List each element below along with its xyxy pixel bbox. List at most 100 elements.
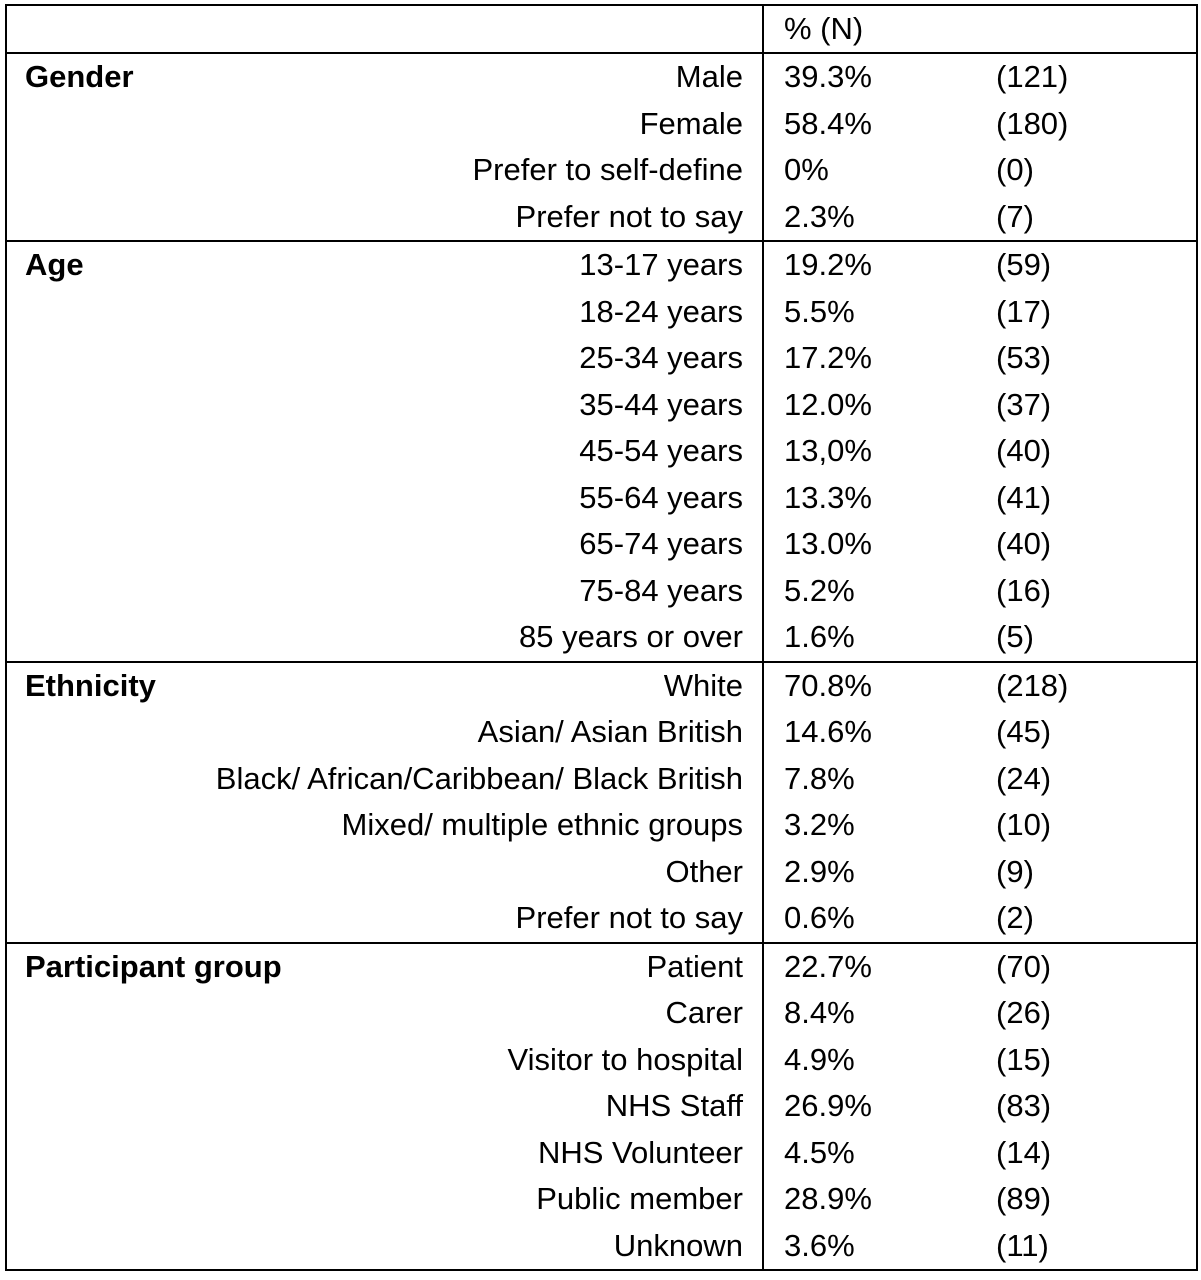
row-label: 75-84 years xyxy=(579,572,743,608)
percent-cell: 5.5% xyxy=(784,293,855,329)
category-cell: Unknown xyxy=(5,1222,764,1271)
percent-cell: 26.9% xyxy=(784,1088,872,1124)
percent-cell: 0.6% xyxy=(784,900,855,936)
category-cell: 75-84 years xyxy=(5,567,764,614)
table-row: Public member 28.9% (89) xyxy=(5,1176,1198,1223)
category-cell: Carer xyxy=(5,990,764,1037)
table-body: % (N) Gender Male 39.3% (121) Female 58.4% (18… xyxy=(5,4,1198,1271)
category-cell: Age 13-17 years xyxy=(5,240,764,289)
row-label: Prefer not to say xyxy=(515,198,743,234)
row-label: Patient xyxy=(646,948,743,984)
percent-cell: 0% xyxy=(784,152,829,188)
percent-cell: 2.9% xyxy=(784,853,855,889)
percent-cell: 39.3% xyxy=(763,52,977,101)
row-label: Prefer not to say xyxy=(515,900,743,936)
category-cell: Prefer to self-define xyxy=(5,147,764,194)
table-row: Visitor to hospital 4.9% (15) xyxy=(5,1036,1198,1083)
category-cell: Black/ African/Caribbean/ Black British xyxy=(5,755,764,802)
row-label: White xyxy=(663,667,743,703)
percent-cell: 4.5% xyxy=(784,1134,855,1170)
count-cell: (5) xyxy=(977,614,1198,662)
row-label: 35-44 years xyxy=(579,386,743,422)
row-label: Public member xyxy=(536,1181,743,1217)
percent-cell: 14.6% xyxy=(784,714,872,750)
row-label: Asian/ Asian British xyxy=(477,714,743,750)
table-row: 25-34 years 17.2% (53) xyxy=(5,335,1198,382)
count-cell: (53) xyxy=(977,335,1198,382)
table-row: Mixed/ multiple ethnic groups 3.2% (10) xyxy=(5,802,1198,849)
group-title-gender: Gender xyxy=(25,59,134,94)
percent-cell: 1.6% xyxy=(784,619,855,655)
count-cell: (14) xyxy=(977,1129,1198,1176)
category-cell: 55-64 years xyxy=(5,474,764,521)
count-cell: (15) xyxy=(977,1036,1198,1083)
category-cell: 25-34 years xyxy=(5,335,764,382)
row-label: Carer xyxy=(665,995,743,1031)
percent-cell: 2.3% xyxy=(784,198,855,234)
percent-cell: 3.2% xyxy=(784,807,855,843)
count-cell: (10) xyxy=(977,802,1198,849)
row-label: Prefer to self-define xyxy=(472,152,743,188)
category-cell: Gender Male xyxy=(5,52,764,101)
percent-cell: 5.2% xyxy=(784,572,855,608)
count-cell: (180) xyxy=(977,100,1198,147)
count-cell: (40) xyxy=(977,521,1198,568)
percent-cell: 22.7% xyxy=(763,941,977,990)
group-title-participant-group: Participant group xyxy=(25,948,282,984)
row-label: 55-64 years xyxy=(579,479,743,515)
header-row: % (N) xyxy=(5,4,1198,53)
percent-cell: 13.0% xyxy=(784,526,872,562)
header-pct-n: % (N) xyxy=(763,4,977,53)
count-cell: (24) xyxy=(977,755,1198,802)
table-row: Carer 8.4% (26) xyxy=(5,990,1198,1037)
category-cell: NHS Staff xyxy=(5,1083,764,1130)
table-row: Female 58.4% (180) xyxy=(5,100,1198,147)
count-cell: (26) xyxy=(977,990,1198,1037)
percent-cell: 12.0% xyxy=(784,386,872,422)
row-label: 13-17 years xyxy=(579,247,743,283)
table-row: 65-74 years 13.0% (40) xyxy=(5,521,1198,568)
row-label: 18-24 years xyxy=(579,293,743,329)
percent-cell: 8.4% xyxy=(784,995,855,1031)
table-row: Prefer to self-define 0% (0) xyxy=(5,147,1198,194)
category-cell: Prefer not to say xyxy=(5,193,764,241)
category-cell: Mixed/ multiple ethnic groups xyxy=(5,802,764,849)
table-row: 18-24 years 5.5% (17) xyxy=(5,288,1198,335)
percent-cell: 28.9% xyxy=(784,1181,872,1217)
percent-cell: 19.2% xyxy=(763,240,977,289)
count-cell: (218) xyxy=(977,660,1198,709)
header-n-cell xyxy=(977,4,1198,53)
count-cell: (59) xyxy=(977,240,1198,289)
count-cell: (40) xyxy=(977,428,1198,475)
table-row: 85 years or over 1.6% (5) xyxy=(5,614,1198,662)
table-row: Black/ African/Caribbean/ Black British 7… xyxy=(5,755,1198,802)
table-row: NHS Volunteer 4.5% (14) xyxy=(5,1129,1198,1176)
table-row: 55-64 years 13.3% (41) xyxy=(5,474,1198,521)
row-label: 85 years or over xyxy=(519,619,743,655)
percent-cell: 7.8% xyxy=(784,760,855,796)
count-cell: (7) xyxy=(977,193,1198,241)
count-cell: (70) xyxy=(977,941,1198,990)
table-row: 45-54 years 13,0% (40) xyxy=(5,428,1198,475)
count-cell: (16) xyxy=(977,567,1198,614)
count-cell: (11) xyxy=(977,1222,1198,1271)
table-row: NHS Staff 26.9% (83) xyxy=(5,1083,1198,1130)
row-label: Male xyxy=(675,59,743,95)
row-label: 45-54 years xyxy=(579,433,743,469)
count-cell: (41) xyxy=(977,474,1198,521)
category-cell: 18-24 years xyxy=(5,288,764,335)
row-label: NHS Volunteer xyxy=(537,1134,743,1170)
group-title-age: Age xyxy=(25,247,84,282)
group-title-ethnicity: Ethnicity xyxy=(25,667,156,703)
row-label: NHS Staff xyxy=(605,1088,743,1124)
table-row: Age 13-17 years 19.2% (59) xyxy=(5,240,1198,289)
row-label: Visitor to hospital xyxy=(507,1041,744,1077)
count-cell: (0) xyxy=(977,147,1198,194)
category-cell: Asian/ Asian British xyxy=(5,709,764,756)
category-cell: Participant group Patient xyxy=(5,941,764,990)
category-cell: 85 years or over xyxy=(5,614,764,662)
percent-cell: 13,0% xyxy=(784,433,872,469)
count-cell: (83) xyxy=(977,1083,1198,1130)
demographics-table: % (N) Gender Male 39.3% (121) Female 58.4% (18… xyxy=(5,4,1198,1271)
row-label: Female xyxy=(639,105,743,141)
